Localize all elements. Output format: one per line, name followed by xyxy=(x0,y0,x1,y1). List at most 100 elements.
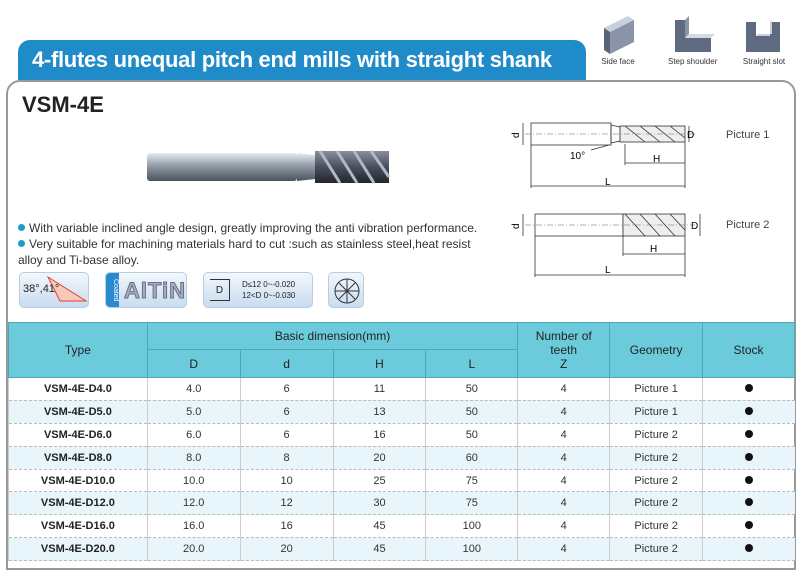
header-stock: Stock xyxy=(702,322,795,378)
svg-text:d: d xyxy=(511,223,522,229)
table-row: VSM-4E-D20.0 20.0 20 45 100 4 Picture 2 xyxy=(8,537,795,562)
cell-l: 50 xyxy=(425,400,518,424)
step-shoulder-icon xyxy=(674,16,715,52)
header-H: H xyxy=(332,349,427,378)
tolerance-badge: D D≤12 0~-0.020 12<D 0~-0.030 xyxy=(203,272,313,308)
cell-z: 4 xyxy=(517,537,610,562)
table-row: VSM-4E-D6.0 6.0 6 16 50 4 Picture 2 xyxy=(8,423,795,447)
cell-d: 16.0 xyxy=(146,514,241,539)
cell-z: 4 xyxy=(517,400,610,424)
cell-geometry: Picture 2 xyxy=(609,423,703,447)
table-row: VSM-4E-D10.0 10.0 10 25 75 4 Picture 2 xyxy=(8,469,795,493)
table-row: VSM-4E-D12.0 12.0 12 30 75 4 Picture 2 xyxy=(8,491,795,516)
svg-text:D: D xyxy=(687,130,694,141)
operation-side-face: Side face xyxy=(598,14,638,66)
header-geometry: Geometry xyxy=(609,322,704,378)
header-type: Type xyxy=(8,322,148,378)
table-row: VSM-4E-D4.0 4.0 6 11 50 4 Picture 1 xyxy=(8,377,795,401)
svg-text:L: L xyxy=(605,177,611,188)
cell-h: 20 xyxy=(332,446,426,470)
table-row: VSM-4E-D8.0 8.0 8 20 60 4 Picture 2 xyxy=(8,446,795,470)
cell-z: 4 xyxy=(517,514,610,539)
header-teeth: Number of teeth Z xyxy=(517,322,611,378)
cell-l: 60 xyxy=(425,446,518,470)
in-stock-dot-icon xyxy=(744,544,753,553)
cell-type: VSM-4E-D10.0 xyxy=(8,469,148,493)
in-stock-dot-icon xyxy=(744,475,753,484)
cell-d: 10.0 xyxy=(146,469,241,493)
cell-type: VSM-4E-D4.0 xyxy=(8,377,148,401)
helix-angle-icon xyxy=(46,275,88,302)
cell-stock xyxy=(702,377,795,401)
cell-d: 6 xyxy=(239,400,334,424)
header-D: D xyxy=(146,349,241,378)
cell-z: 4 xyxy=(517,377,610,401)
cell-h: 45 xyxy=(332,537,426,562)
cell-h: 30 xyxy=(332,491,426,516)
header-L: L xyxy=(425,349,519,378)
cell-l: 75 xyxy=(425,469,518,493)
coating-badge: Coated AlTiN xyxy=(105,272,187,308)
cell-d: 10 xyxy=(239,469,334,493)
cell-l: 50 xyxy=(425,377,518,401)
cell-l: 50 xyxy=(425,423,518,447)
page-title: 4-flutes unequal pitch end mills with st… xyxy=(18,40,586,80)
cell-z: 4 xyxy=(517,446,610,470)
cell-z: 4 xyxy=(517,469,610,493)
end-mill-photo xyxy=(147,150,391,184)
cell-h: 45 xyxy=(332,514,426,539)
cell-h: 25 xyxy=(332,469,426,493)
drawing-picture-1: d D 10° H L xyxy=(511,122,695,188)
table-row: VSM-4E-D5.0 5.0 6 13 50 4 Picture 1 xyxy=(8,400,795,424)
in-stock-dot-icon xyxy=(744,429,753,438)
cell-type: VSM-4E-D8.0 xyxy=(8,446,148,470)
cell-l: 100 xyxy=(425,514,518,539)
cell-d: 16 xyxy=(239,514,334,539)
cell-type: VSM-4E-D12.0 xyxy=(8,491,148,516)
cell-d: 12 xyxy=(239,491,334,516)
feature-item: Very suitable for machining materials ha… xyxy=(18,237,471,267)
cell-h: 13 xyxy=(332,400,426,424)
cell-d: 6.0 xyxy=(146,423,241,447)
cell-d: 20.0 xyxy=(146,537,241,562)
feature-item: With variable inclined angle design, gre… xyxy=(18,220,498,236)
header-basic-dimension: Basic dimension(mm) xyxy=(146,322,519,350)
straight-slot-icon xyxy=(746,20,780,52)
helix-angle-badge: 38°,41° xyxy=(19,272,89,308)
cell-d: 8.0 xyxy=(146,446,241,470)
svg-text:H: H xyxy=(653,154,660,165)
cell-stock xyxy=(702,400,795,424)
cell-type: VSM-4E-D16.0 xyxy=(8,514,148,539)
specs-table: Type Basic dimension(mm) Number of teeth Z… xyxy=(8,322,795,562)
svg-text:D: D xyxy=(691,221,698,232)
cell-d: 5.0 xyxy=(146,400,241,424)
cell-h: 11 xyxy=(332,377,426,401)
cell-stock xyxy=(702,446,795,470)
table-row: VSM-4E-D16.0 16.0 16 45 100 4 Picture 2 xyxy=(8,514,795,539)
in-stock-dot-icon xyxy=(744,452,753,461)
bullet-icon xyxy=(18,224,25,231)
picture-2-label: Picture 2 xyxy=(726,219,770,231)
in-stock-dot-icon xyxy=(744,498,753,507)
in-stock-dot-icon xyxy=(744,383,753,392)
cell-geometry: Picture 2 xyxy=(609,446,703,470)
svg-text:L: L xyxy=(605,265,611,276)
cell-type: VSM-4E-D5.0 xyxy=(8,400,148,424)
cell-geometry: Picture 1 xyxy=(609,400,703,424)
side-face-icon xyxy=(604,16,634,54)
cell-type: VSM-4E-D20.0 xyxy=(8,537,148,562)
cell-geometry: Picture 2 xyxy=(609,469,703,493)
cell-d: 20 xyxy=(239,537,334,562)
cell-geometry: Picture 1 xyxy=(609,377,703,401)
cell-h: 16 xyxy=(332,423,426,447)
flute-section-badge xyxy=(328,272,364,308)
bullet-icon xyxy=(18,240,25,247)
flute-cross-section-icon xyxy=(334,278,360,304)
cell-stock xyxy=(702,423,795,447)
operation-straight-slot: Straight slot xyxy=(742,14,786,66)
cell-d: 8 xyxy=(239,446,334,470)
svg-text:d: d xyxy=(511,132,522,138)
cell-geometry: Picture 2 xyxy=(609,537,703,562)
cell-type: VSM-4E-D6.0 xyxy=(8,423,148,447)
cell-stock xyxy=(702,537,795,562)
